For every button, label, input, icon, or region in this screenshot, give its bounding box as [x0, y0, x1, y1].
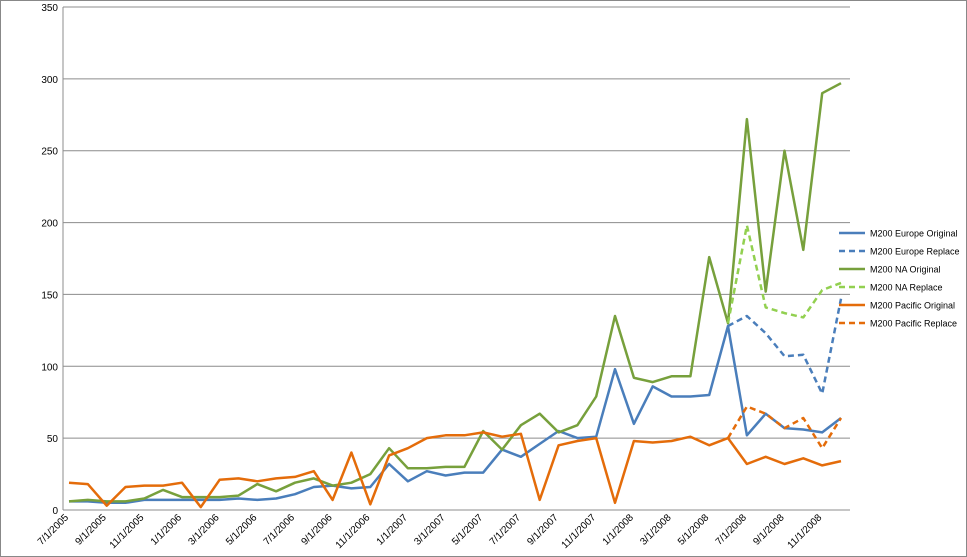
- x-tick-label: 3/1/2006: [186, 512, 222, 548]
- y-tick-label: 50: [47, 434, 59, 445]
- x-tick-label: 9/1/2005: [73, 512, 109, 548]
- x-tick-label: 7/1/2005: [36, 512, 72, 548]
- y-tick-label: 0: [52, 506, 58, 517]
- legend-label: M200 Pacific Replace: [870, 319, 957, 329]
- x-tick-label: 9/1/2007: [525, 512, 561, 548]
- x-tick-label: 3/1/2007: [412, 512, 448, 548]
- x-tick-label: 1/1/2006: [149, 512, 185, 548]
- x-tick-label: 5/1/2008: [676, 512, 712, 548]
- legend-label: M200 Pacific Original: [870, 301, 955, 311]
- x-tick-label: 11/1/2005: [108, 512, 147, 551]
- x-tick-label: 9/1/2006: [299, 512, 335, 548]
- legend-label: M200 NA Replace: [870, 283, 943, 293]
- x-tick-label: 7/1/2006: [262, 512, 298, 548]
- legend-label: M200 NA Original: [870, 265, 941, 275]
- x-tick-label: 11/1/2006: [334, 512, 373, 551]
- x-tick-label: 1/1/2008: [601, 512, 637, 548]
- x-tick-label: 3/1/2008: [638, 512, 674, 548]
- x-tick-label: 9/1/2008: [751, 512, 787, 548]
- series-line: [726, 405, 843, 450]
- y-tick-label: 300: [41, 75, 58, 86]
- y-tick-label: 250: [41, 147, 58, 158]
- series-line: [68, 82, 842, 503]
- series-line: [68, 431, 842, 509]
- x-tick-label: 11/1/2008: [786, 512, 825, 551]
- x-tick-label: 7/1/2008: [714, 512, 750, 548]
- x-tick-label: 5/1/2007: [450, 512, 486, 548]
- x-tick-label: 7/1/2007: [488, 512, 524, 548]
- series-line: [727, 298, 843, 395]
- y-tick-label: 350: [41, 3, 58, 14]
- y-tick-label: 200: [41, 219, 58, 230]
- series-line: [726, 224, 842, 324]
- legend-label: M200 Europe Original: [870, 229, 958, 239]
- series-line: [69, 324, 842, 505]
- x-tick-label: 5/1/2006: [224, 512, 260, 548]
- x-tick-label: 11/1/2007: [560, 512, 599, 551]
- legend-label: M200 Europe Replace: [870, 247, 960, 257]
- y-tick-label: 100: [41, 362, 58, 373]
- y-tick-label: 150: [41, 290, 58, 301]
- x-tick-label: 1/1/2007: [375, 512, 411, 548]
